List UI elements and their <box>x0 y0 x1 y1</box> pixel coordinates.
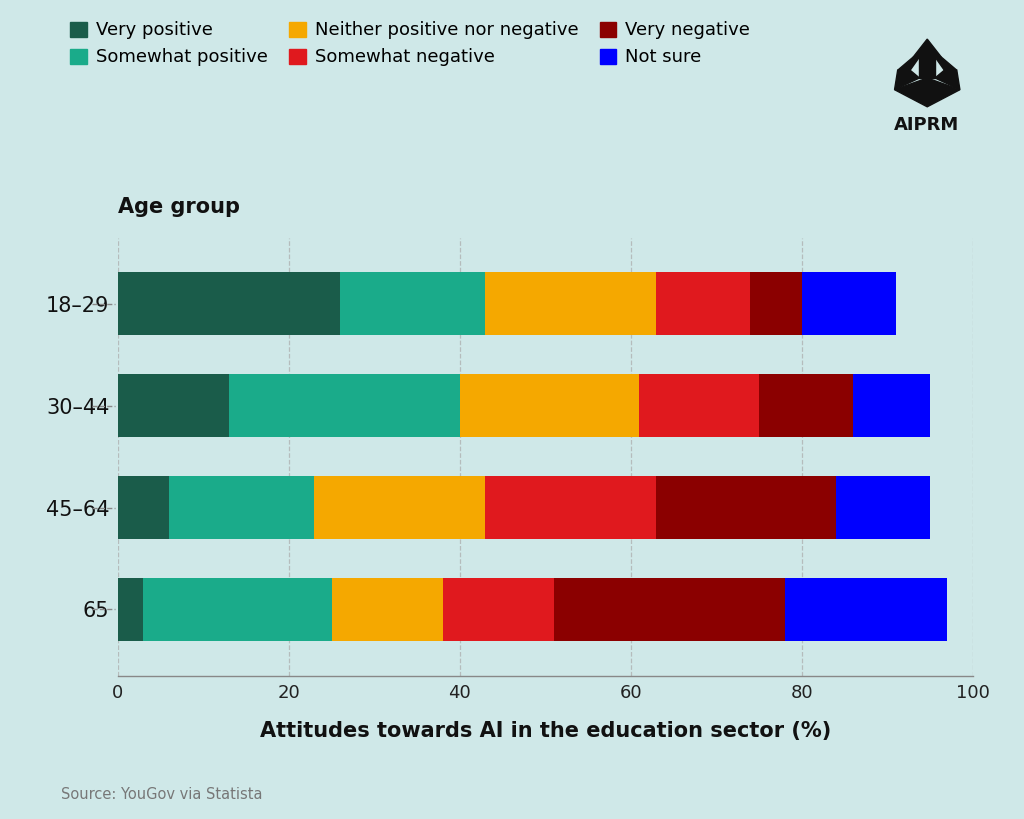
Bar <box>639 374 759 437</box>
Bar <box>118 272 340 335</box>
Text: Source: YouGov via Statista: Source: YouGov via Statista <box>61 786 263 802</box>
Bar <box>836 476 930 539</box>
Bar <box>118 476 169 539</box>
Bar <box>332 578 442 641</box>
Bar <box>802 272 896 335</box>
Legend: Very positive, Somewhat positive, Neither positive nor negative, Somewhat negati: Very positive, Somewhat positive, Neithe… <box>71 21 750 66</box>
Bar <box>656 272 751 335</box>
Bar <box>118 578 143 641</box>
Text: AIPRM: AIPRM <box>894 116 959 134</box>
Bar <box>340 272 485 335</box>
Bar <box>656 476 836 539</box>
Polygon shape <box>920 57 935 78</box>
Bar <box>784 578 947 641</box>
Bar <box>442 578 554 641</box>
Bar <box>460 374 639 437</box>
Polygon shape <box>935 57 956 70</box>
Bar <box>853 374 930 437</box>
Bar <box>314 476 485 539</box>
Bar <box>485 272 656 335</box>
Bar <box>759 374 853 437</box>
Text: Age group: Age group <box>118 197 240 217</box>
Bar <box>554 578 784 641</box>
Polygon shape <box>895 78 959 106</box>
Bar <box>143 578 332 641</box>
Bar <box>751 272 802 335</box>
Polygon shape <box>935 70 959 90</box>
Bar <box>229 374 460 437</box>
X-axis label: Attitudes towards AI in the education sector (%): Attitudes towards AI in the education se… <box>260 722 830 741</box>
Bar <box>169 476 314 539</box>
Bar <box>485 476 656 539</box>
Polygon shape <box>913 39 941 57</box>
Polygon shape <box>895 70 920 90</box>
Polygon shape <box>898 57 920 70</box>
Bar <box>118 374 229 437</box>
